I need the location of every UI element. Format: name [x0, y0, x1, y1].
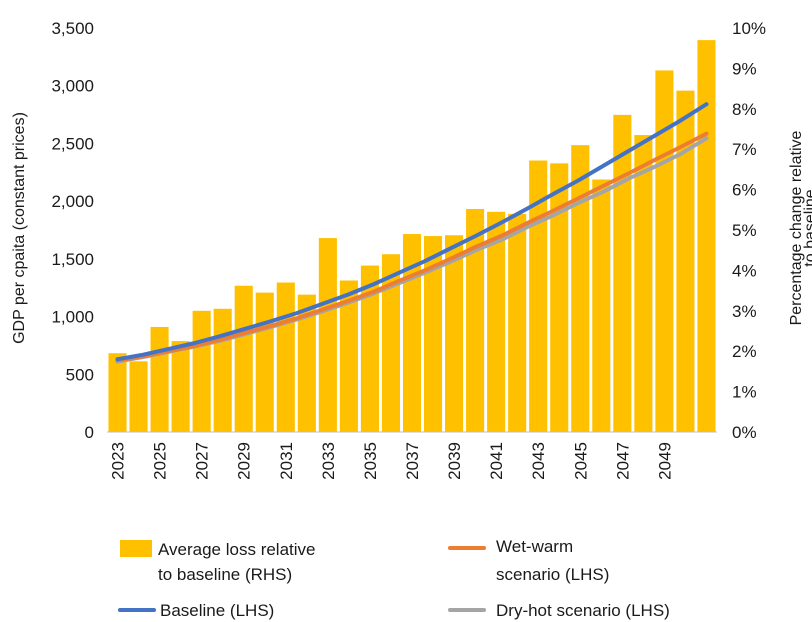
legend-item-baseline: Baseline (LHS): [118, 601, 274, 620]
x-tick-label: 2025: [151, 442, 170, 480]
legend-label-baseline: Baseline (LHS): [160, 601, 274, 620]
bar-1: [129, 361, 148, 432]
right-tick-label: 1%: [732, 383, 757, 402]
x-tick-label: 2027: [193, 442, 212, 480]
bar-24: [613, 114, 632, 433]
series-line-2: [115, 131, 709, 363]
legend-label-wet-warm-line1: Wet-warm: [496, 537, 573, 556]
x-tick-label: 2031: [277, 442, 296, 480]
bar-8: [276, 282, 295, 432]
left-tick-label: 0: [85, 423, 94, 442]
bar-18: [487, 211, 506, 432]
x-tick-label: 2037: [403, 442, 422, 480]
bar-7: [255, 292, 274, 432]
right-tick-label: 0%: [732, 423, 757, 442]
legend-label-average-loss-line1: Average loss relative: [158, 540, 316, 559]
bar-22: [571, 145, 590, 432]
x-tick-label: 2035: [361, 442, 380, 480]
right-axis-title-line1: Percentage change relative: [788, 131, 805, 326]
legend-label-average-loss-line2: to baseline (RHS): [158, 565, 292, 584]
bar-20: [529, 160, 548, 432]
x-tick-label: 2049: [655, 442, 674, 480]
bars-group: [108, 40, 716, 433]
right-tick-label: 6%: [732, 181, 757, 200]
right-tick-label: 7%: [732, 140, 757, 159]
right-tick-label: 5%: [732, 221, 757, 240]
x-tick-label: 2023: [109, 442, 128, 480]
right-tick-label: 10%: [732, 19, 766, 38]
right-tick-label: 8%: [732, 100, 757, 119]
legend: Average loss relative to baseline (RHS) …: [118, 537, 670, 620]
x-tick-label: 2039: [445, 442, 464, 480]
bar-16: [445, 235, 464, 432]
right-tick-label: 2%: [732, 342, 757, 361]
bar-3: [171, 341, 190, 432]
right-axis-ticks: 0% 1% 2% 3% 4% 5% 6% 7% 8% 9% 10%: [732, 19, 766, 442]
left-tick-label: 1,500: [51, 250, 94, 269]
right-tick-label: 3%: [732, 302, 757, 321]
bar-10: [318, 238, 337, 432]
right-tick-label: 4%: [732, 261, 757, 280]
left-tick-label: 2,500: [51, 134, 94, 153]
left-tick-label: 3,000: [51, 77, 94, 96]
bar-23: [592, 179, 611, 432]
legend-label-dry-hot: Dry-hot scenario (LHS): [496, 601, 670, 620]
series-line-1: [115, 102, 709, 362]
bar-4: [192, 310, 211, 432]
lines-group: [115, 102, 709, 364]
left-axis-title: GDP per cpaita (constant prices): [11, 112, 28, 344]
x-axis-ticks: 2023 2025 2027 2029 2031 2033 2035 2037 2039 2041…: [109, 442, 675, 480]
bar-5: [213, 308, 232, 432]
bar-13: [381, 254, 401, 432]
bar-0: [108, 353, 127, 432]
right-axis-title-line2: to baseline: [802, 189, 812, 266]
bar-9: [297, 294, 316, 432]
x-tick-label: 2045: [571, 442, 590, 480]
legend-swatch-average-loss: [120, 540, 152, 557]
x-tick-label: 2029: [235, 442, 254, 480]
x-tick-label: 2043: [529, 442, 548, 480]
bar-19: [508, 213, 527, 432]
bar-21: [550, 163, 569, 432]
bar-11: [339, 280, 358, 432]
legend-item-dry-hot: Dry-hot scenario (LHS): [448, 601, 670, 620]
bar-14: [402, 234, 422, 432]
left-tick-label: 1,000: [51, 308, 94, 327]
right-tick-label: 9%: [732, 59, 757, 78]
bar-25: [634, 135, 653, 432]
legend-item-wet-warm: Wet-warm scenario (LHS): [448, 537, 609, 584]
plot-area: [107, 40, 717, 433]
x-tick-label: 2033: [319, 442, 338, 480]
bar-6: [234, 285, 253, 432]
left-axis-ticks: 0 500 1,000 1,500 2,000 2,500 3,000 3,500: [51, 19, 94, 442]
bar-2: [150, 326, 169, 432]
bar-28: [697, 40, 716, 433]
left-tick-label: 3,500: [51, 19, 94, 38]
x-tick-label: 2047: [613, 442, 632, 480]
bar-17: [466, 208, 485, 432]
legend-item-average-loss: Average loss relative to baseline (RHS): [120, 540, 316, 584]
legend-label-wet-warm-line2: scenario (LHS): [496, 565, 609, 584]
left-tick-label: 2,000: [51, 192, 94, 211]
bar-12: [360, 265, 379, 432]
x-tick-label: 2041: [487, 442, 506, 480]
left-tick-label: 500: [66, 365, 94, 384]
bar-15: [423, 236, 443, 432]
bar-27: [676, 90, 695, 433]
